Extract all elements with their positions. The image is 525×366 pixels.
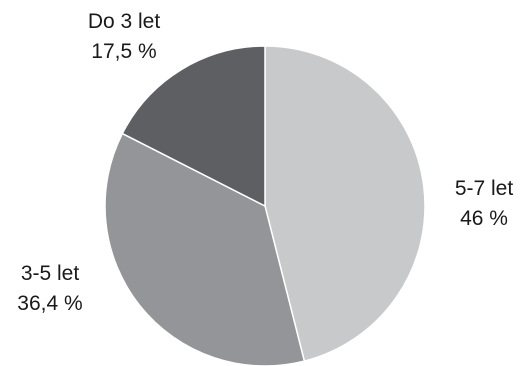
pie-slice-3 <box>121 45 266 208</box>
pie-labels: 5-7 let 46 % 3-5 let 36,4 % Do 3 let 17,5 % <box>17 10 513 315</box>
slice-value-label-1: 46 % <box>460 207 508 230</box>
slice-label-2: 3-5 let <box>21 262 80 285</box>
slice-label-1: 5-7 let <box>455 177 514 200</box>
pie-slices <box>104 45 426 366</box>
slice-value-label-3: 17,5 % <box>91 40 156 63</box>
slice-value-label-2: 36,4 % <box>17 292 82 315</box>
pie-slice-1 <box>264 45 426 363</box>
slice-label-3: Do 3 let <box>88 10 161 33</box>
